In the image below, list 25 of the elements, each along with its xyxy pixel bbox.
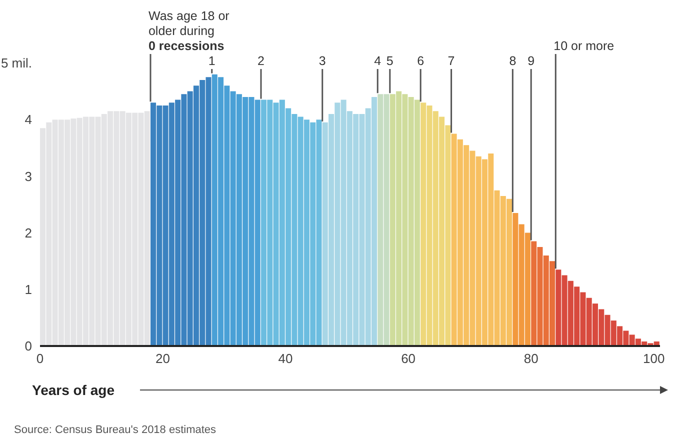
annotation: 6 <box>417 54 424 68</box>
annotation: 3 <box>318 54 326 68</box>
source-note: Source: Census Bureau's 2018 estimates <box>14 424 217 436</box>
y-tick-label: 4 <box>24 112 32 128</box>
y-tick-label: 5 mil. <box>0 56 32 71</box>
y-tick-label: 0 <box>24 338 32 354</box>
annotation: Was age 18 or older during 0 recessions <box>148 9 230 53</box>
annotation: 9 <box>528 54 535 68</box>
x-tick-label: 20 <box>156 351 170 366</box>
x-tick-label: 0 <box>36 351 44 366</box>
annotation: 1 <box>208 54 216 68</box>
y-tick-label: 1 <box>24 282 32 298</box>
x-tick-label: 80 <box>524 351 538 366</box>
y-tick-label: 2 <box>24 225 32 240</box>
x-axis-title: Years of age <box>32 382 115 398</box>
x-tick-label: 40 <box>278 351 293 366</box>
x-tick-label: 60 <box>401 351 416 366</box>
y-tick-label: 3 <box>24 168 32 184</box>
annotation: 8 <box>509 54 516 68</box>
annotation: 2 <box>258 54 265 68</box>
annotation: 4 <box>374 54 382 68</box>
annotation: 7 <box>448 54 455 68</box>
annotation: 5 <box>386 54 394 68</box>
annotation: 10 or more <box>554 39 614 53</box>
x-tick-label: 100 <box>643 351 665 366</box>
